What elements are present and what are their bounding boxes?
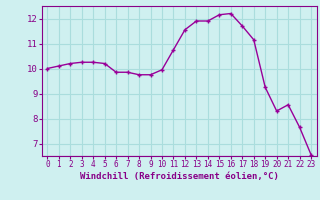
X-axis label: Windchill (Refroidissement éolien,°C): Windchill (Refroidissement éolien,°C) [80,172,279,181]
